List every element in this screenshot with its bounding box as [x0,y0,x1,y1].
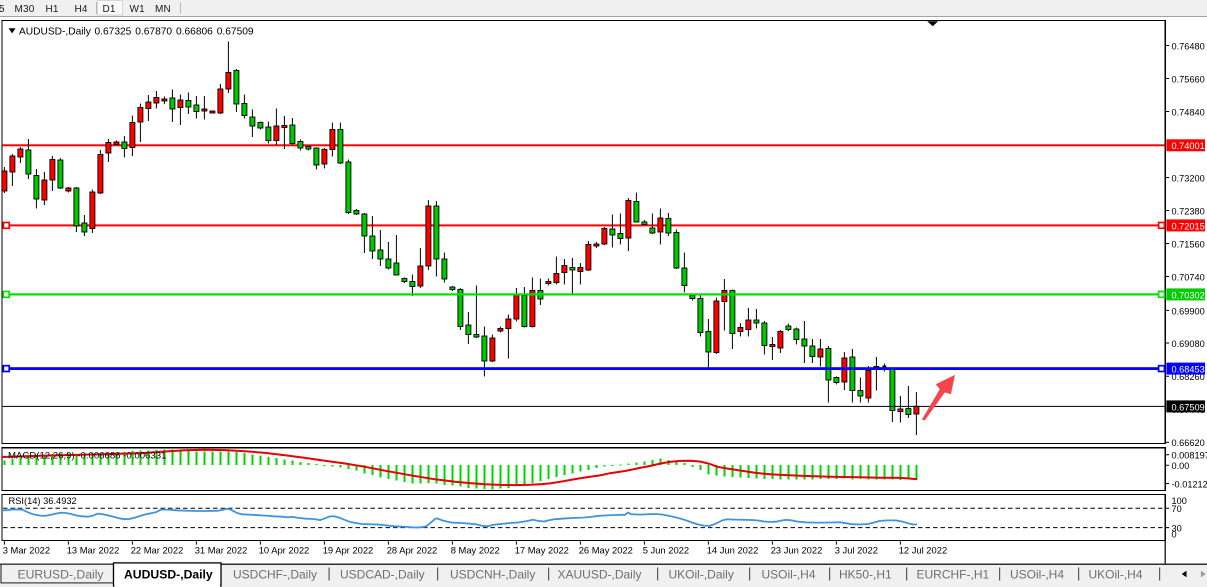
svg-text:USDCHF-,Daily: USDCHF-,Daily [233,567,317,581]
svg-text:22 Mar 2022: 22 Mar 2022 [131,545,184,556]
svg-text:17 May 2022: 17 May 2022 [515,545,569,556]
svg-text:UKOil-,H4: UKOil-,H4 [1089,567,1143,581]
svg-text:W1: W1 [130,4,146,15]
svg-text:0.70302: 0.70302 [1172,290,1205,300]
svg-text:0.70740: 0.70740 [1172,272,1205,282]
svg-text:3 Jul 2022: 3 Jul 2022 [835,545,878,556]
svg-text:0.68453: 0.68453 [1172,365,1205,375]
svg-text:0.00: 0.00 [1172,461,1190,471]
svg-text:0.71560: 0.71560 [1172,239,1205,249]
svg-text:MN: MN [155,4,171,15]
svg-text:31 Mar 2022: 31 Mar 2022 [195,545,248,556]
svg-text:0.72380: 0.72380 [1172,206,1205,216]
svg-text:30: 30 [1172,524,1182,534]
svg-text:M30: M30 [15,4,35,15]
svg-text:EURCHF-,H1: EURCHF-,H1 [917,567,990,581]
svg-text:0.75660: 0.75660 [1172,74,1205,84]
svg-text:0.67509: 0.67509 [1172,402,1205,412]
svg-text:0.67325 0.67870 0.66806 0.6750: 0.67325 0.67870 0.66806 0.67509 [95,27,254,38]
svg-text:13 Mar 2022: 13 Mar 2022 [67,545,120,556]
svg-text:MACD(12,26,9) -0.006686 -0.006: MACD(12,26,9) -0.006686 -0.006331 [8,451,166,462]
svg-text:5 Jun 2022: 5 Jun 2022 [643,545,689,556]
svg-text:0.008197: 0.008197 [1172,451,1207,461]
svg-text:H4: H4 [75,4,88,15]
svg-text:3 Mar 2022: 3 Mar 2022 [3,545,50,556]
svg-text:0.74840: 0.74840 [1172,107,1205,117]
svg-text:XAUUSD-,Daily: XAUUSD-,Daily [558,567,642,581]
svg-text:19 Apr 2022: 19 Apr 2022 [323,545,374,556]
svg-text:100: 100 [1172,496,1187,506]
svg-text:0: 0 [1172,530,1177,540]
svg-text:0.76480: 0.76480 [1172,41,1205,51]
svg-text:12 Jul 2022: 12 Jul 2022 [899,545,947,556]
svg-text:5: 5 [0,4,5,15]
svg-text:HK50-,H1: HK50-,H1 [839,567,892,581]
svg-text:USDCAD-,Daily: USDCAD-,Daily [340,567,425,581]
svg-text:USDCNH-,Daily: USDCNH-,Daily [450,567,535,581]
svg-text:0.72015: 0.72015 [1172,221,1205,231]
svg-text:0.74001: 0.74001 [1172,141,1205,151]
svg-text:28 Apr 2022: 28 Apr 2022 [387,545,438,556]
svg-text:8 May 2022: 8 May 2022 [451,545,500,556]
svg-text:0.73200: 0.73200 [1172,173,1205,183]
svg-text:70: 70 [1172,504,1182,514]
svg-text:AUDUSD-,Daily: AUDUSD-,Daily [124,568,213,582]
svg-text:D1: D1 [103,4,116,15]
svg-text:0.69900: 0.69900 [1172,306,1205,316]
svg-text:RSI(14) 36.4932: RSI(14) 36.4932 [9,496,77,506]
svg-text:26 May 2022: 26 May 2022 [579,545,633,556]
svg-text:0.68260: 0.68260 [1172,372,1205,382]
svg-text:0.66620: 0.66620 [1172,438,1205,448]
svg-text:10 Apr 2022: 10 Apr 2022 [259,545,310,556]
svg-text:USOil-,H4: USOil-,H4 [1010,567,1064,581]
svg-text:AUDUSD-,Daily: AUDUSD-,Daily [19,27,92,38]
svg-text:14 Jun 2022: 14 Jun 2022 [707,545,759,556]
svg-text:0.69080: 0.69080 [1172,339,1205,349]
svg-text:23 Jun 2022: 23 Jun 2022 [771,545,823,556]
svg-text:EURUSD-,Daily: EURUSD-,Daily [18,567,105,581]
svg-text:USOil-,H4: USOil-,H4 [762,567,816,581]
svg-text:H1: H1 [46,4,59,15]
svg-text:-0.01212: -0.01212 [1172,479,1207,489]
svg-text:UKOil-,Daily: UKOil-,Daily [669,567,734,581]
